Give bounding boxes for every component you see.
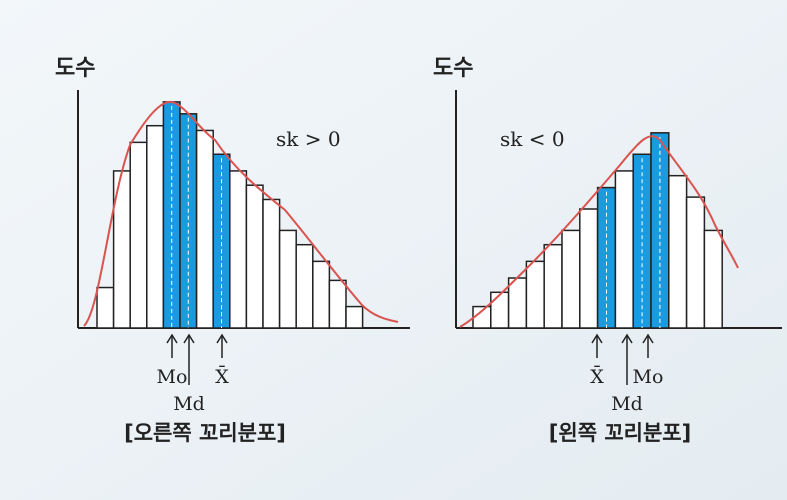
bar: [245, 184, 264, 329]
bar: [685, 196, 706, 329]
skew-curve: [83, 100, 399, 327]
bar: [146, 124, 165, 329]
marker-label: Mo: [633, 366, 664, 388]
chart-title: [왼쪽 꼬리분포]: [549, 421, 691, 445]
bar: [312, 260, 331, 329]
bar: [579, 208, 599, 329]
bar: [525, 260, 545, 329]
bar: [345, 305, 364, 329]
bar: [703, 229, 723, 329]
skew-curve: [459, 135, 739, 328]
marker-label: Mo: [157, 366, 188, 388]
arrow-head: [216, 333, 228, 344]
bar: [490, 291, 510, 329]
marker-label: Md: [611, 393, 643, 415]
charts: 도수 sk > 0 [오른쪽 꼬리분포] Mo Md X̄ 도수 sk < 0 [왼쪽 꼬리분포…: [55, 56, 782, 445]
annotation: sk > 0: [276, 127, 341, 151]
bar: [328, 279, 347, 329]
bar: [278, 229, 297, 329]
y-axis-label: 도수: [55, 56, 95, 81]
marker-label: X̄: [590, 365, 604, 388]
arrow-head: [183, 333, 195, 344]
marker-label: X̄: [215, 365, 229, 388]
bar: [668, 174, 688, 329]
marker-label: Md: [173, 393, 205, 415]
arrow-head: [166, 333, 178, 344]
bar: [262, 198, 281, 329]
annotation: sk < 0: [500, 127, 565, 151]
bar: [295, 243, 314, 329]
bar: [507, 277, 528, 329]
bar: [195, 129, 214, 329]
bar: [96, 286, 115, 329]
arrow-head: [621, 333, 633, 344]
chart-title: [오른쪽 꼬리분포]: [124, 421, 286, 445]
y-axis-label: 도수: [433, 56, 473, 81]
bar: [561, 229, 581, 329]
arrow-head: [642, 333, 654, 344]
bar: [229, 170, 248, 329]
arrow-head: [591, 333, 603, 344]
bar: [543, 243, 563, 329]
bar: [129, 141, 148, 329]
bar: [614, 170, 634, 329]
